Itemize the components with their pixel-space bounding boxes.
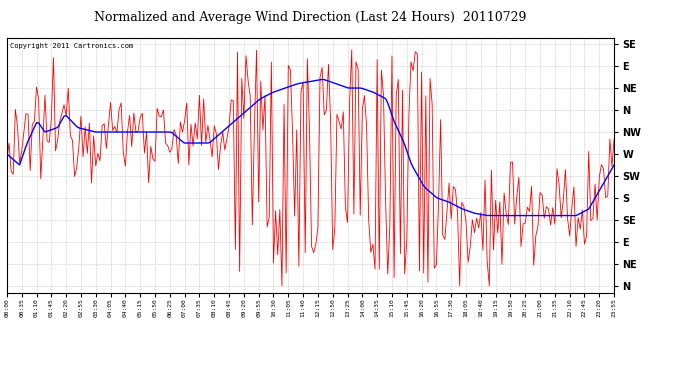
- Text: Normalized and Average Wind Direction (Last 24 Hours)  20110729: Normalized and Average Wind Direction (L…: [95, 11, 526, 24]
- Text: Copyright 2011 Cartronics.com: Copyright 2011 Cartronics.com: [10, 43, 133, 49]
